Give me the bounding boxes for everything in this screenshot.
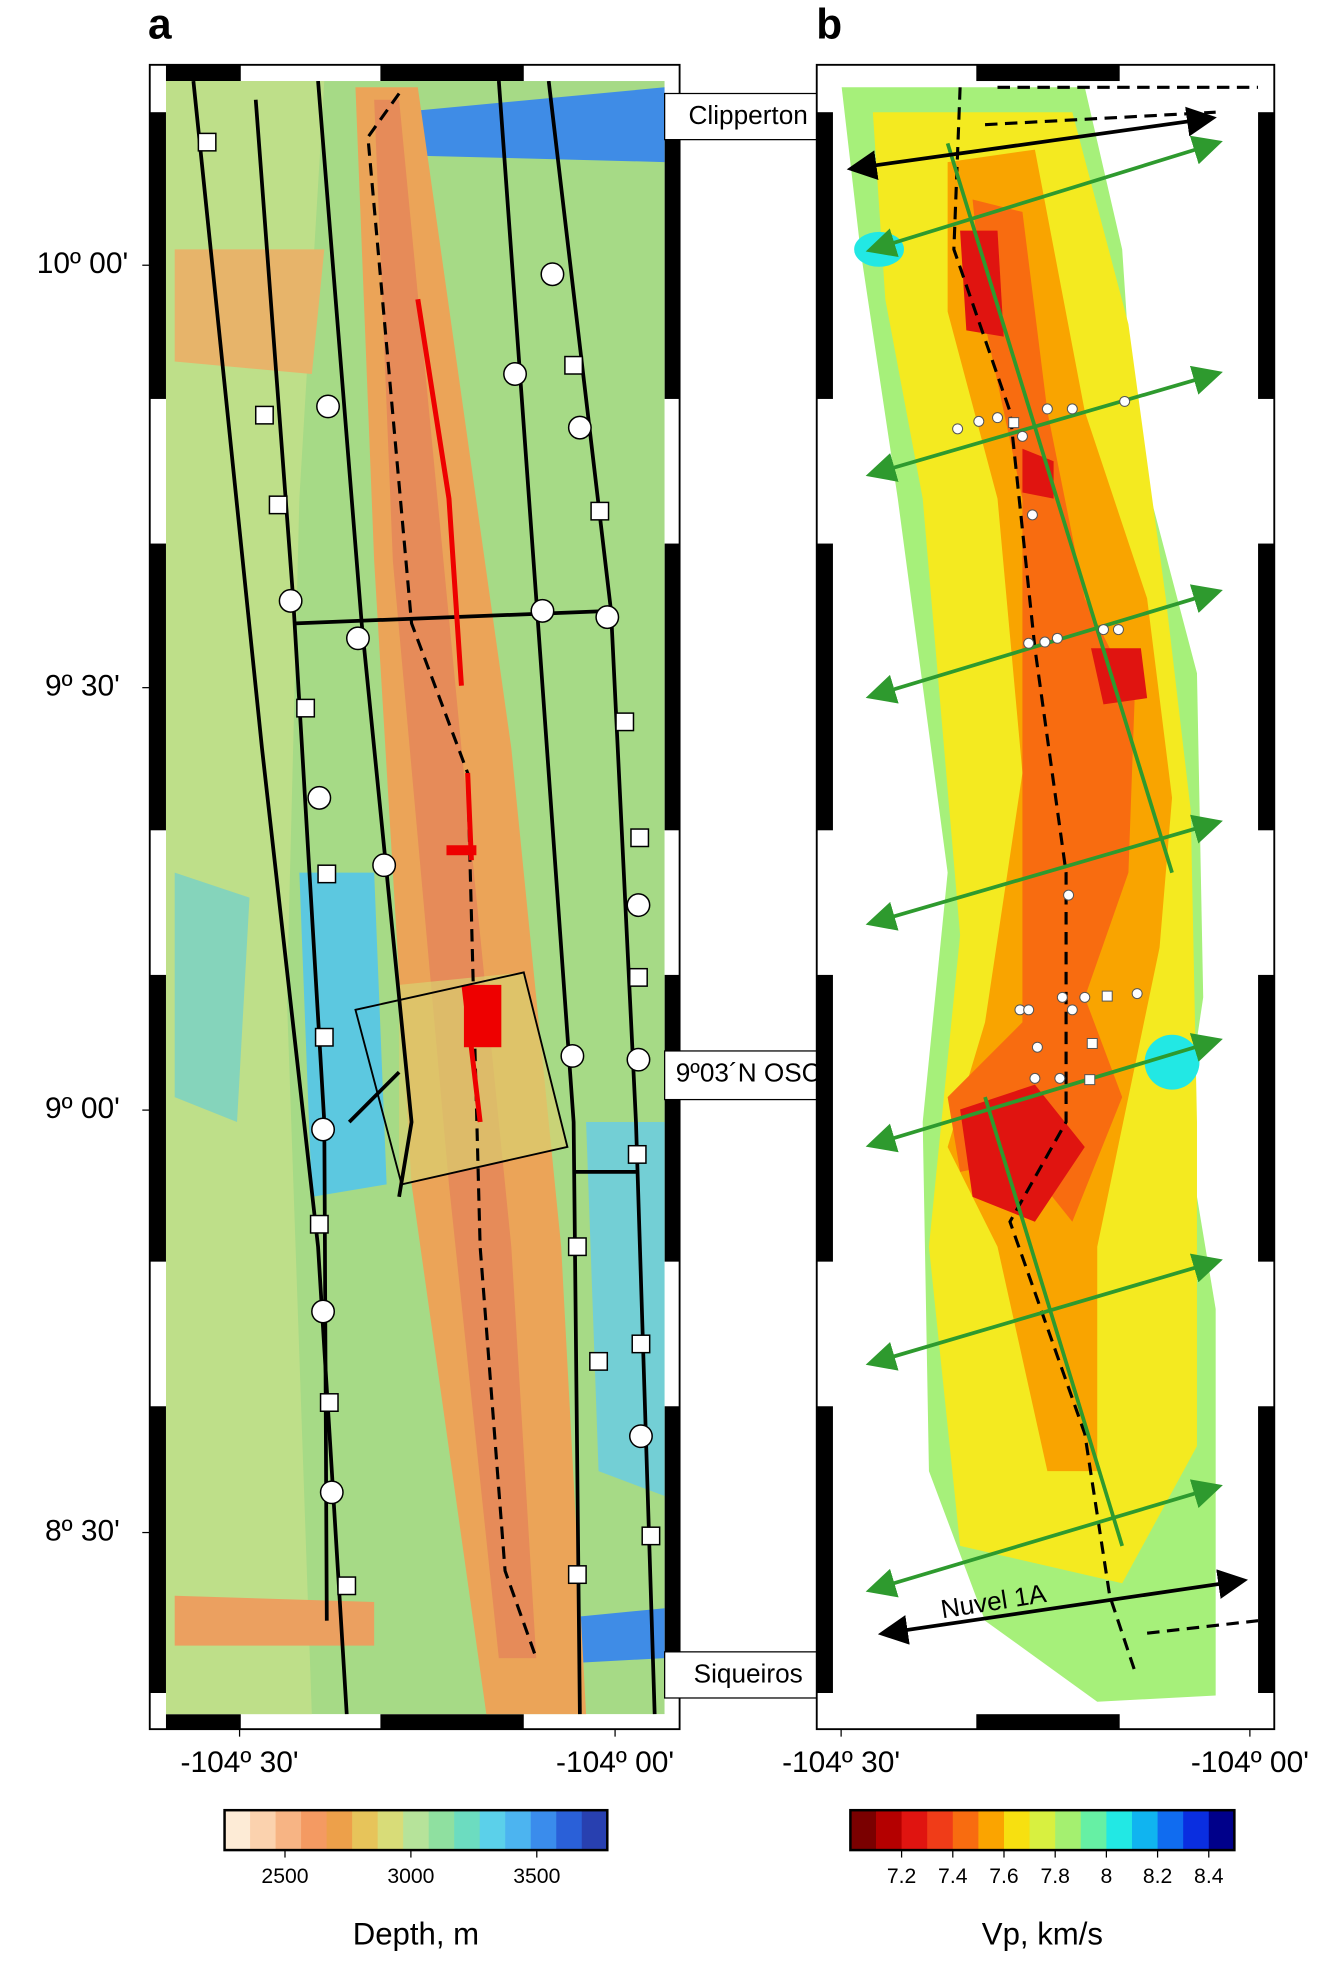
- colorbar-swatch: [530, 1810, 557, 1851]
- colorbar-swatch: [377, 1810, 404, 1851]
- colorbar-swatch: [1080, 1810, 1108, 1851]
- x-tick-label: -104º 00': [1191, 1746, 1309, 1779]
- colorbar-swatch: [875, 1810, 903, 1851]
- map-b: [815, 63, 1276, 1731]
- colorbar-swatch: [1106, 1810, 1133, 1851]
- y-tick-label: 9º 00': [45, 1092, 120, 1125]
- colorbar-tick-label: 7.8: [1040, 1865, 1069, 1888]
- panel-label: a: [148, 1, 172, 48]
- panel-label: b: [816, 1, 842, 48]
- colorbar-swatch: [1208, 1810, 1236, 1851]
- colorbar-tick-label: 8.2: [1143, 1865, 1172, 1888]
- colorbar-swatch: [224, 1810, 251, 1851]
- y-tick-label: 9º 30': [45, 670, 120, 703]
- colorbar-swatch: [301, 1810, 328, 1851]
- annotation: Siqueiros: [694, 1658, 803, 1688]
- colorbar-tick-label: 8.4: [1194, 1865, 1224, 1888]
- colorbar-swatch: [927, 1810, 954, 1851]
- colorbar-swatch: [952, 1810, 980, 1851]
- x-tick-label: -104º 30': [782, 1746, 900, 1779]
- annotation: 9º03´N OSC: [676, 1058, 821, 1088]
- colorbar-frame: [223, 1808, 609, 1852]
- colorbar-swatch: [901, 1810, 928, 1851]
- colorbar-swatch: [505, 1810, 532, 1851]
- colorbar-tick-label: 7.6: [989, 1865, 1018, 1888]
- colorbar-label: Depth, m: [353, 1916, 479, 1951]
- colorbar-tick-label: 2500: [261, 1865, 308, 1888]
- colorbar-tick-label: 3000: [387, 1865, 434, 1888]
- y-tick-label: 8º 30': [45, 1514, 120, 1547]
- colorbar-swatch: [275, 1810, 302, 1851]
- colorbar-swatch: [326, 1810, 353, 1851]
- x-tick-label: -104º 30': [181, 1746, 299, 1779]
- colorbar-swatch: [1157, 1810, 1184, 1851]
- colorbar-swatch: [978, 1810, 1005, 1851]
- colorbar-label: Vp, km/s: [982, 1916, 1103, 1951]
- colorbar-swatch: [1003, 1810, 1031, 1851]
- colorbar-swatch: [479, 1810, 506, 1851]
- colorbar-swatch: [850, 1810, 877, 1851]
- annotation: Clipperton: [689, 100, 808, 130]
- colorbar-swatch: [1055, 1810, 1082, 1851]
- colorbar-tick-label: 8: [1100, 1865, 1112, 1888]
- colorbar-tick-label: 7.2: [887, 1865, 916, 1888]
- x-tick-label: -104º 00': [556, 1746, 674, 1779]
- colorbar-swatch: [1029, 1810, 1056, 1851]
- colorbar-swatch: [556, 1810, 583, 1851]
- colorbar-swatch: [250, 1810, 277, 1851]
- colorbar-swatch: [454, 1810, 481, 1851]
- map-a: [148, 63, 834, 1731]
- y-tick-label: 10º 00': [37, 247, 128, 280]
- colorbar-swatch: [403, 1810, 430, 1851]
- colorbar-swatch: [1131, 1810, 1159, 1851]
- colorbar-tick-label: 7.4: [938, 1865, 968, 1888]
- colorbar-tick-label: 3500: [513, 1865, 560, 1888]
- colorbar-swatch: [428, 1810, 455, 1851]
- colorbar-swatch: [1183, 1810, 1210, 1851]
- colorbar-swatch: [352, 1810, 379, 1851]
- colorbar-swatch: [581, 1810, 608, 1851]
- colorbar-frame: [849, 1808, 1236, 1852]
